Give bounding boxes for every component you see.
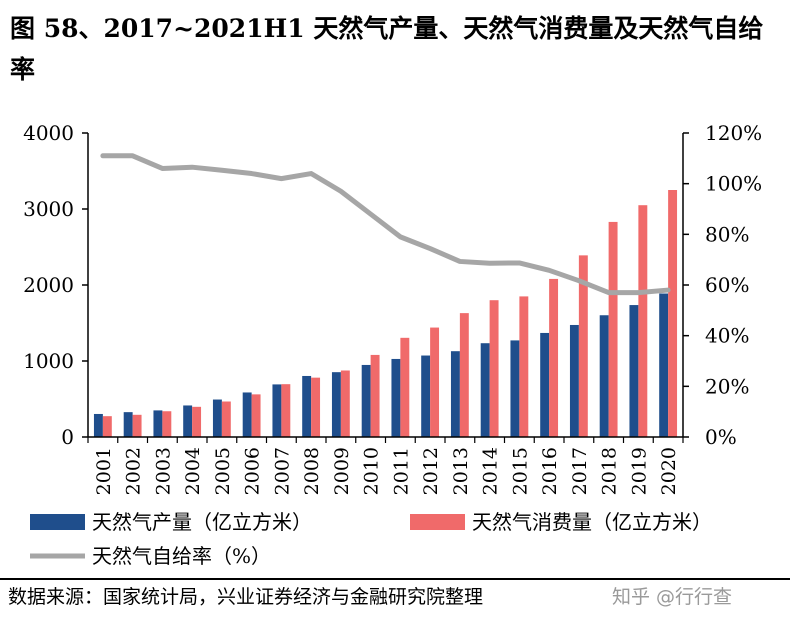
x-tick-label: 2012 [420, 447, 442, 495]
production-bar [629, 305, 639, 437]
production-bar [391, 358, 401, 437]
watermark: 知乎 @行行查 [612, 586, 733, 608]
x-tick-label: 2001 [93, 447, 115, 495]
consumption-bar [281, 384, 291, 437]
left-tick-label: 2000 [23, 273, 74, 297]
consumption-bar [132, 414, 142, 437]
consumption-bar [459, 313, 469, 437]
right-tick-label: 60% [705, 273, 749, 297]
legend-production-label: 天然气产量（亿立方米） [92, 510, 312, 534]
right-tick-label: 100% [705, 172, 762, 196]
x-tick-label: 2014 [480, 447, 502, 495]
production-bar [272, 384, 282, 437]
production-bar [93, 413, 103, 437]
consumption-bar [221, 401, 231, 437]
consumption-bar [608, 221, 618, 437]
production-bar [212, 399, 222, 437]
consumption-bar [370, 354, 380, 437]
x-tick-label: 2007 [271, 447, 293, 495]
consumption-bar [251, 394, 261, 437]
production-bar [510, 340, 520, 437]
legend-production-swatch [30, 514, 85, 530]
production-bar [331, 372, 341, 437]
right-tick-label: 20% [705, 374, 749, 398]
right-tick-label: 80% [705, 222, 749, 246]
x-tick-label: 2010 [361, 447, 383, 495]
legend-self-sufficiency-label: 天然气自给率（%） [92, 544, 271, 568]
x-tick-label: 2015 [509, 447, 531, 495]
production-bar [659, 293, 669, 437]
x-tick-label: 2018 [599, 447, 621, 495]
consumption-bar [519, 296, 529, 437]
x-tick-label: 2006 [242, 447, 264, 495]
left-tick-label: 0 [61, 425, 74, 449]
consumption-bar [340, 370, 350, 437]
right-tick-label: 40% [705, 324, 749, 348]
x-tick-label: 2020 [658, 447, 680, 495]
production-bar [302, 375, 312, 437]
right-tick-label: 0% [705, 425, 737, 449]
x-tick-label: 2016 [539, 447, 561, 495]
left-tick-label: 4000 [23, 121, 74, 145]
consumption-bar [638, 205, 648, 437]
consumption-bar [489, 300, 499, 437]
right-tick-label: 120% [705, 121, 762, 145]
x-tick-label: 2019 [628, 447, 650, 495]
production-bar [153, 410, 163, 437]
x-tick-label: 2004 [182, 447, 204, 495]
consumption-bar [430, 327, 440, 437]
legend-consumption-swatch [410, 514, 465, 530]
source-divider [0, 578, 790, 580]
production-bar [599, 315, 609, 437]
production-bar [421, 355, 431, 437]
production-bar [183, 405, 193, 437]
consumption-bar [578, 255, 588, 437]
left-tick-label: 1000 [23, 349, 74, 373]
production-bar [480, 343, 490, 437]
left-tick-label: 3000 [23, 197, 74, 221]
production-bar [450, 351, 460, 437]
consumption-bar [162, 411, 172, 437]
production-bar [569, 324, 579, 437]
self-sufficiency-line [100, 153, 671, 296]
x-tick-label: 2008 [301, 447, 323, 495]
consumption-bar [400, 337, 410, 437]
consumption-bar [311, 377, 321, 437]
x-tick-label: 2002 [123, 447, 145, 495]
chart-title: 图 58、2017~2021H1 天然气产量、天然气消费量及天然气自给率 [10, 14, 764, 84]
consumption-bar [668, 190, 678, 437]
production-bar [540, 332, 550, 437]
consumption-bar [192, 406, 202, 437]
x-tick-label: 2003 [152, 447, 174, 495]
x-tick-label: 2009 [331, 447, 353, 495]
production-bar [361, 364, 371, 437]
production-bar [242, 392, 252, 437]
x-tick-label: 2017 [569, 447, 591, 495]
consumption-bar [102, 416, 112, 437]
x-tick-label: 2005 [212, 447, 234, 495]
consumption-bar [549, 278, 559, 437]
x-tick-label: 2013 [450, 447, 472, 495]
source-note: 数据来源：国家统计局，兴业证券经济与金融研究院整理 [8, 586, 484, 608]
x-tick-label: 2011 [390, 447, 412, 495]
legend-consumption-label: 天然气消费量（亿立方米） [472, 510, 712, 534]
production-bar [123, 412, 133, 437]
